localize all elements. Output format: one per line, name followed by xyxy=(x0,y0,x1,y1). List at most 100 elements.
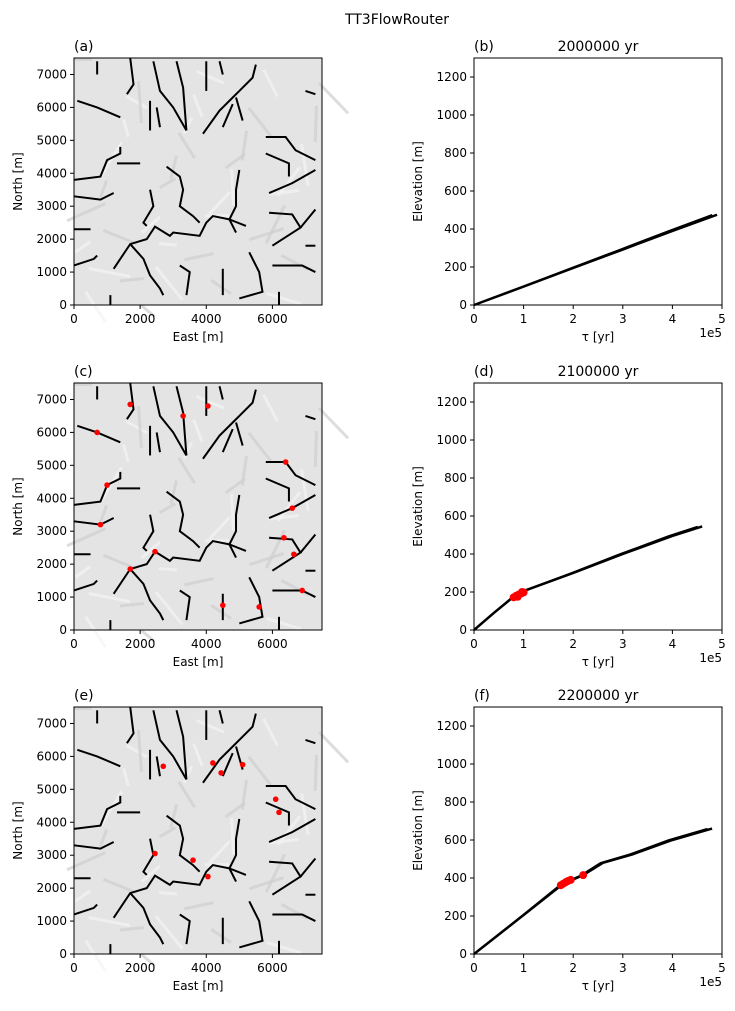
knickpoint-marker xyxy=(518,588,527,596)
relief-shading xyxy=(88,592,131,603)
knickpoint-marker xyxy=(579,871,588,880)
relief-shading xyxy=(313,754,318,791)
panel-label: (f) xyxy=(474,688,490,704)
relief-shading xyxy=(140,215,161,234)
river-channel xyxy=(73,192,115,201)
river-channel xyxy=(126,706,135,744)
river-channel xyxy=(305,89,316,96)
relief-shading xyxy=(119,277,145,283)
relief-shading xyxy=(125,744,148,759)
relief-shading xyxy=(84,291,107,323)
relief-shading xyxy=(184,252,215,262)
relief-shading xyxy=(66,527,106,548)
knickpoint-marker xyxy=(127,566,134,572)
relief-shading xyxy=(280,254,309,271)
river-channel xyxy=(269,536,302,572)
x-tick-label: 4 xyxy=(669,312,677,326)
plot-area xyxy=(474,383,722,630)
relief-shading xyxy=(88,915,131,927)
knickpoint-marker xyxy=(104,482,110,488)
river-channel xyxy=(175,386,188,456)
profile-line xyxy=(473,525,698,631)
relief-shading xyxy=(247,106,273,138)
knickpoint-marker xyxy=(276,809,282,816)
relief-shading xyxy=(247,432,273,463)
x-tick-label: 0 xyxy=(470,312,478,326)
panel-f: 0 1 2 3 4 5 0 200 400 600 800 1000 1200 τ [yr] Elevati… xyxy=(411,688,726,993)
y-tick-label: 6000 xyxy=(36,749,67,763)
relief-shading xyxy=(266,941,302,955)
panel-c: 0 2000 4000 6000 0 1000 2000 3000 4000 5000 6000 70… xyxy=(11,364,350,669)
y-tick-label: 800 xyxy=(444,146,467,160)
relief-shading xyxy=(74,240,92,254)
relief-shading xyxy=(99,504,109,523)
river-channel xyxy=(155,756,161,777)
relief-shading xyxy=(317,407,350,440)
relief-shading xyxy=(317,731,350,764)
relief-shading xyxy=(122,118,130,138)
y-tick-label: 800 xyxy=(444,795,467,809)
river-channel xyxy=(265,152,290,177)
river-channel xyxy=(218,710,224,724)
x-tick-label: 5 xyxy=(718,312,726,326)
relief-shading xyxy=(154,914,184,950)
x-axis-label: East [m] xyxy=(173,655,224,669)
river-channel xyxy=(265,801,290,826)
river-channel xyxy=(73,903,98,916)
knickpoint-marker xyxy=(180,413,186,419)
relief-shading xyxy=(74,889,91,903)
plot-area xyxy=(474,58,722,305)
relief-shading xyxy=(224,801,246,819)
knickpoint-marker xyxy=(218,770,224,776)
figure-title: TT3FlowRouter xyxy=(344,12,449,28)
relief-shading xyxy=(169,804,179,829)
river-channel xyxy=(179,589,191,621)
knickpoint-marker xyxy=(282,459,289,465)
x-tick-label: 2000 xyxy=(125,637,156,651)
y-tick-label: 3000 xyxy=(36,524,67,538)
relief-shading xyxy=(313,430,318,467)
relief-shading xyxy=(66,202,106,223)
relief-shading xyxy=(210,927,232,944)
river-channel xyxy=(268,169,316,194)
relief-shading xyxy=(262,394,279,423)
y-tick-label: 1000 xyxy=(436,757,467,771)
relief-shading xyxy=(195,719,225,734)
y-tick-label: 1200 xyxy=(436,70,467,84)
relief-shading xyxy=(268,514,299,521)
axes-frame xyxy=(73,706,323,955)
relief-shading xyxy=(224,477,246,495)
river-channel xyxy=(218,61,224,75)
y-tick-label: 7000 xyxy=(36,716,67,730)
river-channel xyxy=(179,913,191,945)
x-tick-label: 0 xyxy=(470,637,478,651)
relief-shading xyxy=(192,743,204,767)
knickpoint-marker xyxy=(152,850,158,857)
relief-shading xyxy=(240,130,248,161)
relief-shading xyxy=(240,455,248,486)
x-tick-label: 0 xyxy=(70,961,78,975)
relief-shading xyxy=(119,602,144,608)
y-axis-label: North [m] xyxy=(11,801,25,859)
relief-shading xyxy=(122,768,130,787)
y-tick-label: 200 xyxy=(444,260,467,274)
relief-shading xyxy=(208,839,232,864)
relief-shading xyxy=(247,756,273,787)
river-channel xyxy=(265,136,316,161)
panel-label: (e) xyxy=(74,688,94,704)
axes-frame xyxy=(473,57,723,306)
knickpoint-marker xyxy=(220,602,226,609)
plot-area xyxy=(74,58,322,305)
x-tick-label: 2000 xyxy=(125,961,156,975)
panel-title: 2000000 yr xyxy=(558,39,639,55)
relief-shading xyxy=(140,864,162,883)
relief-shading xyxy=(98,141,123,180)
y-tick-label: 1200 xyxy=(436,719,467,733)
relief-shading xyxy=(140,953,156,967)
relief-shading xyxy=(74,565,91,579)
x-tick-label: 5 xyxy=(718,961,726,975)
x-tick-label: 3 xyxy=(619,961,627,975)
relief-shading xyxy=(158,177,176,189)
y-tick-label: 3000 xyxy=(36,199,67,213)
relief-shading xyxy=(99,828,108,847)
